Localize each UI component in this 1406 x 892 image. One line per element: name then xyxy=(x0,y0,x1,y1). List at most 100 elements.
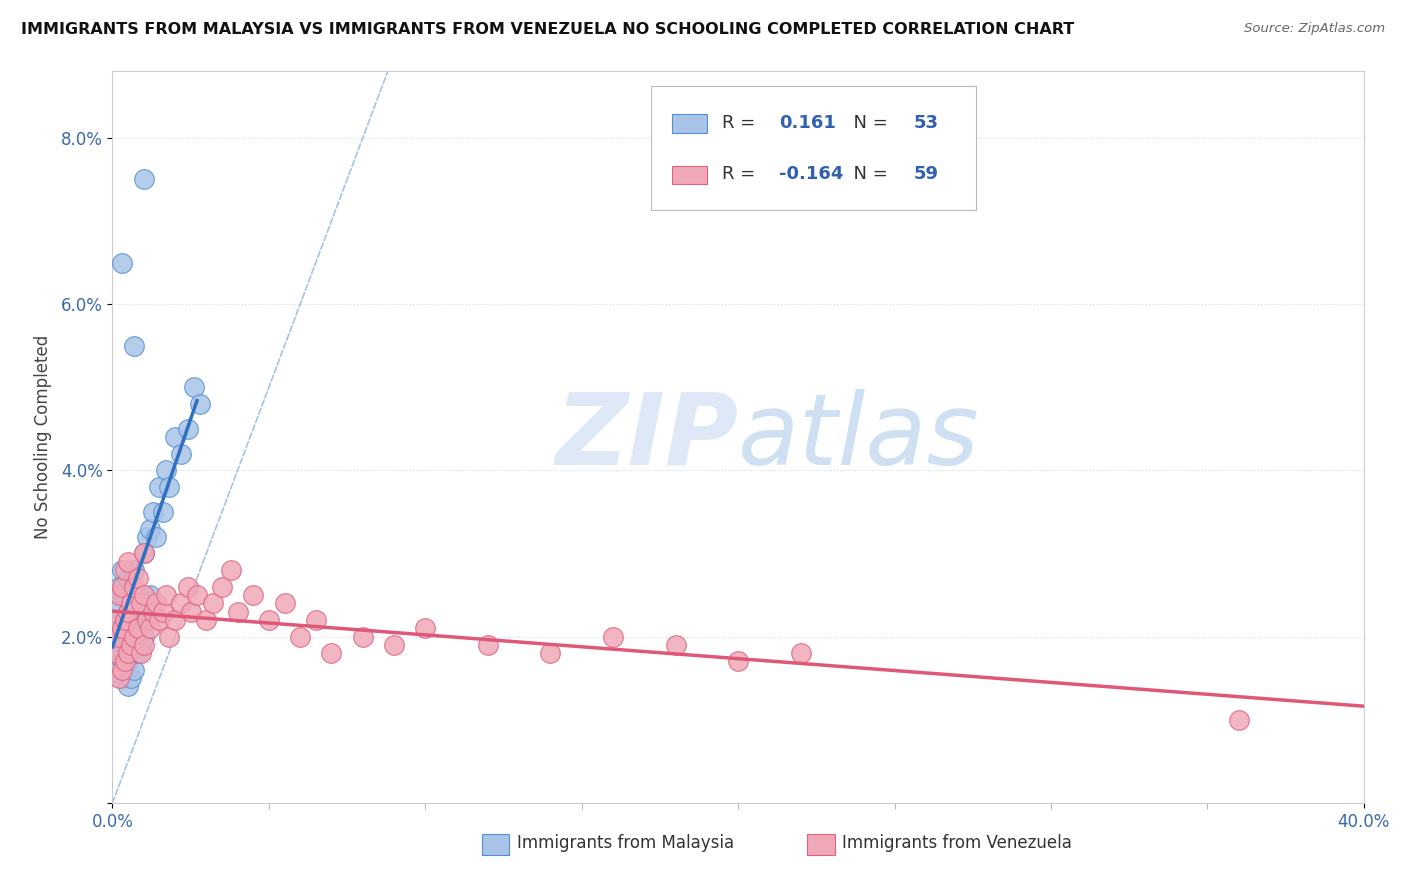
Point xyxy=(135,613,157,627)
Point xyxy=(120,613,142,627)
Point xyxy=(114,638,136,652)
Point xyxy=(114,563,136,577)
Point xyxy=(157,630,180,644)
Point xyxy=(155,588,177,602)
Y-axis label: No Schooling Completed: No Schooling Completed xyxy=(34,335,52,539)
FancyBboxPatch shape xyxy=(807,833,835,855)
Point xyxy=(107,671,129,685)
Point xyxy=(132,630,155,644)
Point xyxy=(114,655,136,669)
Point xyxy=(157,480,180,494)
Text: 0.161: 0.161 xyxy=(779,113,837,131)
Point xyxy=(120,638,142,652)
Point xyxy=(664,638,686,652)
Text: IMMIGRANTS FROM MALAYSIA VS IMMIGRANTS FROM VENEZUELA NO SCHOOLING COMPLETED COR: IMMIGRANTS FROM MALAYSIA VS IMMIGRANTS F… xyxy=(21,22,1074,37)
Text: Source: ZipAtlas.com: Source: ZipAtlas.com xyxy=(1244,22,1385,36)
Point xyxy=(145,596,167,610)
Point xyxy=(111,655,134,669)
Point xyxy=(176,580,198,594)
Point xyxy=(226,605,249,619)
Point xyxy=(104,613,127,627)
Point xyxy=(124,638,146,652)
Point xyxy=(111,580,134,594)
Point xyxy=(273,596,295,610)
Point xyxy=(170,596,193,610)
Point xyxy=(111,621,134,635)
Point xyxy=(114,613,136,627)
Point xyxy=(132,546,155,560)
Point xyxy=(111,663,134,677)
Point xyxy=(129,638,152,652)
Point xyxy=(111,563,134,577)
Point xyxy=(124,630,146,644)
Text: 59: 59 xyxy=(914,165,938,183)
FancyBboxPatch shape xyxy=(672,166,707,184)
Point xyxy=(180,605,202,619)
Point xyxy=(139,588,162,602)
Point xyxy=(107,596,129,610)
Point xyxy=(114,613,136,627)
Point xyxy=(201,596,224,610)
Point xyxy=(127,588,149,602)
Point xyxy=(176,422,198,436)
Point xyxy=(152,605,174,619)
Point xyxy=(132,596,155,610)
Text: N =: N = xyxy=(842,165,893,183)
Point xyxy=(129,646,152,660)
Point xyxy=(132,546,155,560)
Point xyxy=(104,630,127,644)
Point xyxy=(727,655,749,669)
Point xyxy=(120,671,142,685)
Point xyxy=(139,521,162,535)
Point xyxy=(114,663,136,677)
Point xyxy=(132,588,155,602)
Point xyxy=(155,463,177,477)
Point xyxy=(602,630,624,644)
Point xyxy=(132,638,155,652)
Point xyxy=(120,646,142,660)
Point xyxy=(170,447,193,461)
Point xyxy=(111,671,134,685)
Point xyxy=(221,563,243,577)
Point xyxy=(127,646,149,660)
Point xyxy=(117,571,139,585)
Point xyxy=(111,255,134,269)
Point xyxy=(114,588,136,602)
Point xyxy=(117,630,139,644)
Point xyxy=(152,505,174,519)
Point xyxy=(211,580,233,594)
Point xyxy=(352,630,374,644)
Point xyxy=(107,580,129,594)
FancyBboxPatch shape xyxy=(672,114,707,133)
Point xyxy=(183,380,205,394)
Point xyxy=(111,588,134,602)
Point xyxy=(148,613,170,627)
Point xyxy=(129,605,152,619)
Point xyxy=(477,638,499,652)
Point xyxy=(145,530,167,544)
Text: Immigrants from Venezuela: Immigrants from Venezuela xyxy=(842,834,1071,852)
Point xyxy=(117,555,139,569)
Point xyxy=(117,646,139,660)
FancyBboxPatch shape xyxy=(651,86,976,211)
Point xyxy=(257,613,280,627)
Text: atlas: atlas xyxy=(738,389,980,485)
Point xyxy=(382,638,405,652)
Point xyxy=(124,338,146,352)
Point xyxy=(127,621,149,635)
Point xyxy=(242,588,264,602)
Point xyxy=(163,613,186,627)
Point xyxy=(129,596,152,610)
Point xyxy=(1227,713,1250,727)
Point xyxy=(117,680,139,694)
Point xyxy=(188,397,211,411)
Point xyxy=(124,605,146,619)
Text: N =: N = xyxy=(842,113,893,131)
Point xyxy=(111,638,134,652)
Point xyxy=(124,663,146,677)
Point xyxy=(104,613,127,627)
Point xyxy=(415,621,437,635)
Point xyxy=(124,580,146,594)
Point xyxy=(135,530,157,544)
Text: Immigrants from Malaysia: Immigrants from Malaysia xyxy=(516,834,734,852)
